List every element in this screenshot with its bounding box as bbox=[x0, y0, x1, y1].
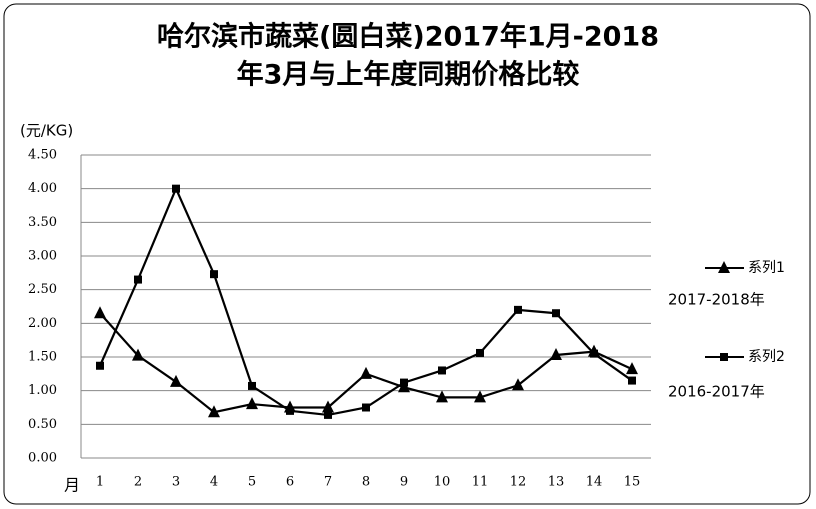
data-point bbox=[170, 374, 182, 387]
data-point bbox=[324, 410, 332, 419]
chart-border bbox=[3, 3, 811, 505]
data-point bbox=[474, 390, 486, 403]
x-tick-label: 12 bbox=[510, 475, 527, 490]
y-tick-label: 3.00 bbox=[28, 249, 57, 264]
y-tick-label: 3.50 bbox=[28, 215, 57, 230]
x-tick-label: 14 bbox=[586, 475, 603, 490]
x-tick-label: 10 bbox=[434, 475, 451, 490]
y-tick-label: 0.50 bbox=[28, 417, 57, 432]
x-tick-label: 2 bbox=[134, 475, 142, 490]
data-point bbox=[438, 366, 446, 375]
y-tick-label: 2.00 bbox=[28, 316, 57, 331]
data-point bbox=[512, 378, 524, 391]
data-point bbox=[628, 376, 636, 385]
data-point bbox=[360, 366, 372, 379]
data-point bbox=[94, 306, 106, 319]
chart-title: 年3月与上年度同期价格比较 bbox=[237, 59, 580, 91]
data-point bbox=[362, 403, 370, 412]
x-tick-label: 9 bbox=[400, 475, 408, 490]
x-tick-label: 8 bbox=[362, 475, 370, 490]
y-axis-label: (元/KG) bbox=[20, 122, 73, 140]
x-tick-label: 4 bbox=[210, 475, 218, 490]
x-tick-label: 11 bbox=[472, 475, 489, 490]
data-point bbox=[550, 347, 562, 360]
legend-label: 系列1 bbox=[748, 260, 785, 276]
data-point bbox=[626, 362, 638, 375]
data-point bbox=[286, 406, 294, 415]
x-tick-label: 7 bbox=[324, 475, 332, 490]
x-tick-label: 5 bbox=[248, 475, 256, 490]
data-point bbox=[476, 348, 484, 357]
legend-marker bbox=[720, 353, 728, 361]
series-note: 2017-2018年 bbox=[668, 291, 765, 309]
data-point bbox=[552, 309, 560, 318]
data-point bbox=[172, 184, 180, 193]
data-point bbox=[590, 349, 598, 358]
x-tick-label: 1 bbox=[96, 475, 104, 490]
y-tick-label: 2.50 bbox=[28, 282, 57, 297]
data-point bbox=[514, 305, 522, 314]
data-point bbox=[400, 378, 408, 387]
y-tick-label: 1.00 bbox=[28, 383, 57, 398]
y-tick-label: 4.50 bbox=[28, 148, 57, 163]
data-point bbox=[132, 348, 144, 361]
data-point bbox=[134, 275, 142, 284]
legend-marker bbox=[718, 261, 730, 273]
y-tick-label: 4.00 bbox=[28, 181, 57, 196]
data-point bbox=[246, 397, 258, 410]
series-note: 2016-2017年 bbox=[668, 383, 765, 401]
x-tick-label: 15 bbox=[624, 475, 641, 490]
y-tick-label: 0.00 bbox=[28, 451, 57, 466]
legend-label: 系列2 bbox=[748, 349, 785, 365]
data-point bbox=[210, 270, 218, 279]
x-tick-label: 6 bbox=[286, 475, 294, 490]
data-point bbox=[436, 390, 448, 403]
x-tick-label: 3 bbox=[172, 475, 180, 490]
data-point bbox=[322, 400, 334, 413]
data-point bbox=[96, 361, 104, 370]
data-point bbox=[248, 381, 256, 390]
y-tick-label: 1.50 bbox=[28, 350, 57, 365]
x-tick-label: 13 bbox=[548, 475, 565, 490]
chart-title: 哈尔滨市蔬菜(圆白菜)2017年1月-2018 bbox=[157, 21, 659, 53]
data-point bbox=[208, 405, 220, 418]
x-axis-label: 月 bbox=[64, 476, 80, 495]
